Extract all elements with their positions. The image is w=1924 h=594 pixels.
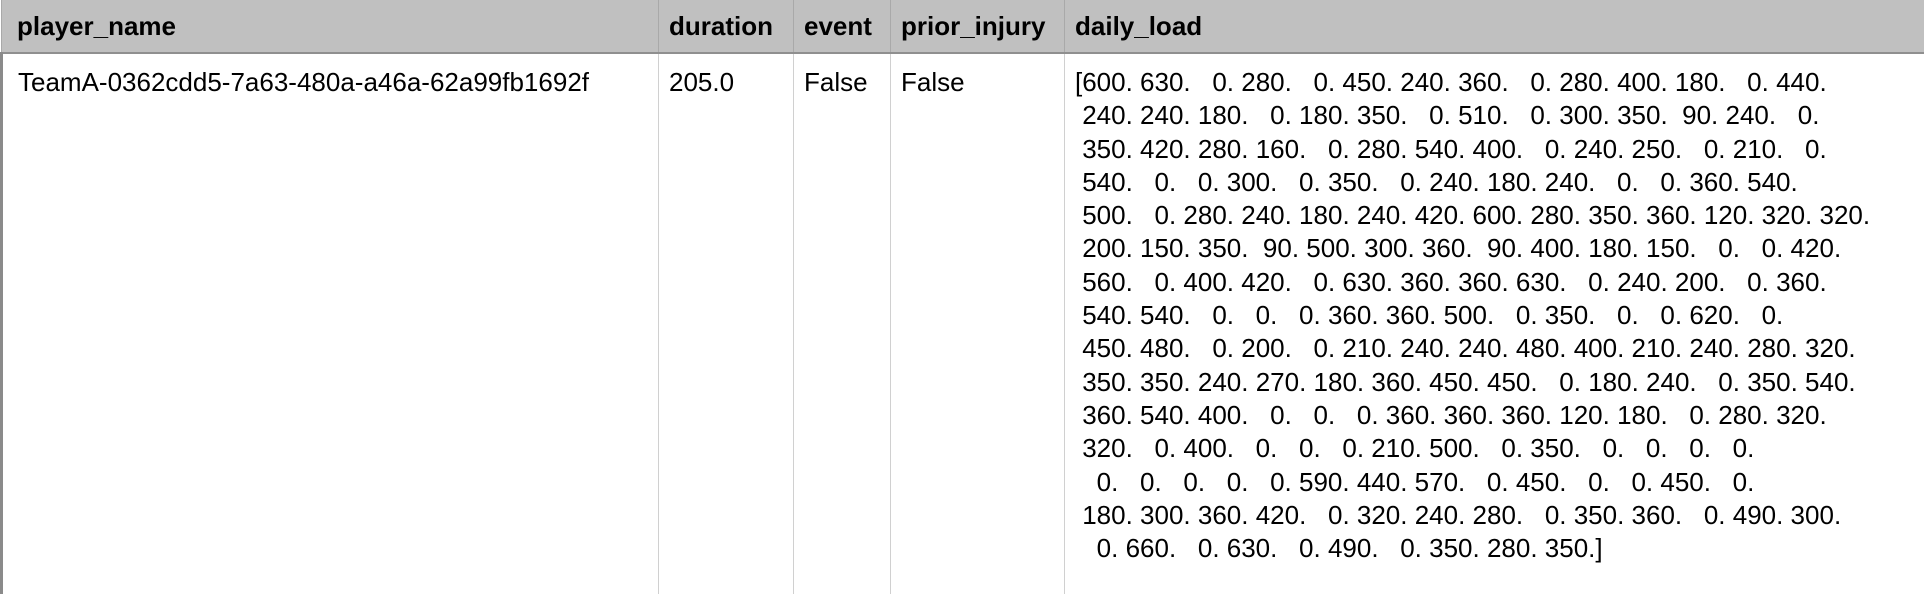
table-header: player_name duration event prior_injury … [1,0,1924,54]
column-header-prior-injury[interactable]: prior_injury [890,0,1065,54]
cell-event: False [793,53,891,594]
column-header-daily-load[interactable]: daily_load [1064,0,1924,54]
cell-daily-load: [600. 630. 0. 280. 0. 450. 240. 360. 0. … [1064,53,1924,594]
column-header-duration[interactable]: duration [658,0,794,54]
cell-prior-injury: False [890,53,1065,594]
table-row[interactable]: TeamA-0362cdd5-7a63-480a-a46a-62a99fb169… [0,53,1924,594]
header-row: player_name duration event prior_injury … [1,0,1924,54]
cell-duration: 205.0 [658,53,794,594]
cell-player-name: TeamA-0362cdd5-7a63-480a-a46a-62a99fb169… [0,53,659,594]
column-header-event[interactable]: event [793,0,891,54]
table-body: TeamA-0362cdd5-7a63-480a-a46a-62a99fb169… [0,53,1924,594]
column-header-player-name[interactable]: player_name [1,0,659,54]
